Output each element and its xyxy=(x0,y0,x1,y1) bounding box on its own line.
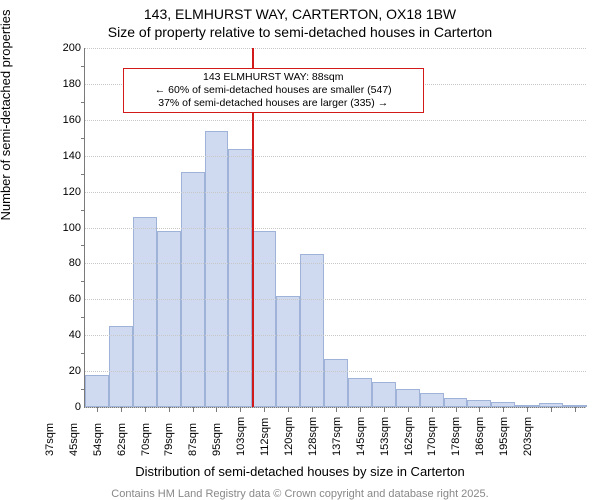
bar xyxy=(372,382,396,407)
bar xyxy=(85,375,109,407)
grid-line xyxy=(85,156,586,157)
chart-title: 143, ELMHURST WAY, CARTERTON, OX18 1BW xyxy=(0,0,600,24)
x-tick-label: 112sqm xyxy=(259,418,265,456)
bar xyxy=(420,393,444,407)
annotation-box: 143 ELMHURST WAY: 88sqm← 60% of semi-det… xyxy=(123,68,424,113)
y-axis-title: Number of semi-detached properties xyxy=(0,10,13,221)
y-minor-tick xyxy=(81,353,85,354)
grid-line xyxy=(85,371,586,372)
x-tick-label: 37sqm xyxy=(44,423,50,456)
chart-area: Number of semi-detached properties 02040… xyxy=(56,48,586,408)
bar xyxy=(252,231,276,407)
bar xyxy=(205,131,229,407)
bar xyxy=(133,217,157,407)
x-tick-label: 103sqm xyxy=(235,417,241,456)
bar xyxy=(396,389,420,407)
y-tick-label: 100 xyxy=(55,222,81,234)
y-tick-label: 120 xyxy=(55,186,81,198)
y-tick-label: 160 xyxy=(55,114,81,126)
y-tick-label: 200 xyxy=(55,42,81,54)
x-tick-label: 170sqm xyxy=(426,417,432,456)
bar xyxy=(157,231,181,407)
x-tick-label: 137sqm xyxy=(331,417,337,456)
x-tick-label: 128sqm xyxy=(307,417,313,456)
x-axis-title: Distribution of semi-detached houses by … xyxy=(0,464,600,482)
grid-line xyxy=(85,299,586,300)
y-tick-label: 180 xyxy=(55,78,81,90)
x-tick-label: 186sqm xyxy=(474,417,480,456)
y-minor-tick xyxy=(81,102,85,103)
y-tick-label: 40 xyxy=(55,329,81,341)
y-tick-label: 20 xyxy=(55,365,81,377)
x-tick-label: 87sqm xyxy=(187,423,193,456)
x-ticks: 37sqm 45sqm 54sqm 62sqm 70sqm 79sqm 87sqm 95sqm… xyxy=(28,408,600,462)
bar xyxy=(467,400,491,407)
grid-line xyxy=(85,228,586,229)
annotation-line: 143 ELMHURST WAY: 88sqm xyxy=(128,71,419,84)
grid-line xyxy=(85,335,586,336)
grid-line xyxy=(85,48,586,49)
x-tick-label: 70sqm xyxy=(140,423,146,456)
chart-footer: Contains HM Land Registry data © Crown c… xyxy=(0,488,600,500)
grid-line xyxy=(85,263,586,264)
chart-subtitle: Size of property relative to semi-detach… xyxy=(0,24,600,42)
x-tick-label: 195sqm xyxy=(498,417,504,456)
y-minor-tick xyxy=(81,317,85,318)
x-tick-label: 153sqm xyxy=(379,417,385,456)
y-minor-tick xyxy=(81,174,85,175)
annotation-line: ← 60% of semi-detached houses are smalle… xyxy=(128,84,419,97)
x-tick-label: 178sqm xyxy=(450,417,456,456)
y-minor-tick xyxy=(81,245,85,246)
x-tick-label: 120sqm xyxy=(283,417,289,456)
x-tick-label: 145sqm xyxy=(355,417,361,456)
x-tick-label: 45sqm xyxy=(68,423,74,456)
y-minor-tick xyxy=(81,389,85,390)
plot-region: 020406080100120140160180200143 ELMHURST … xyxy=(84,48,586,408)
annotation-line: 37% of semi-detached houses are larger (… xyxy=(128,97,419,110)
footer-line-1: Contains HM Land Registry data © Crown c… xyxy=(0,488,600,500)
x-tick-label: 62sqm xyxy=(116,423,122,456)
x-tick-label: 203sqm xyxy=(522,417,528,456)
bar xyxy=(348,378,372,407)
x-tick-label: 95sqm xyxy=(211,423,217,456)
x-tick-label: 54sqm xyxy=(92,423,98,456)
grid-line xyxy=(85,192,586,193)
y-tick-label: 140 xyxy=(55,150,81,162)
bar xyxy=(324,359,348,407)
y-minor-tick xyxy=(81,210,85,211)
bar xyxy=(228,149,252,407)
bar xyxy=(276,296,300,407)
bar xyxy=(300,254,324,407)
y-tick-label: 80 xyxy=(55,257,81,269)
x-tick-label: 79sqm xyxy=(163,423,169,456)
bar xyxy=(109,326,133,407)
x-tick-label: 162sqm xyxy=(403,417,409,456)
bar xyxy=(444,398,468,407)
grid-line xyxy=(85,120,586,121)
y-minor-tick xyxy=(81,281,85,282)
y-minor-tick xyxy=(81,66,85,67)
chart-container: 143, ELMHURST WAY, CARTERTON, OX18 1BW S… xyxy=(0,0,600,500)
y-minor-tick xyxy=(81,138,85,139)
y-tick-label: 60 xyxy=(55,293,81,305)
